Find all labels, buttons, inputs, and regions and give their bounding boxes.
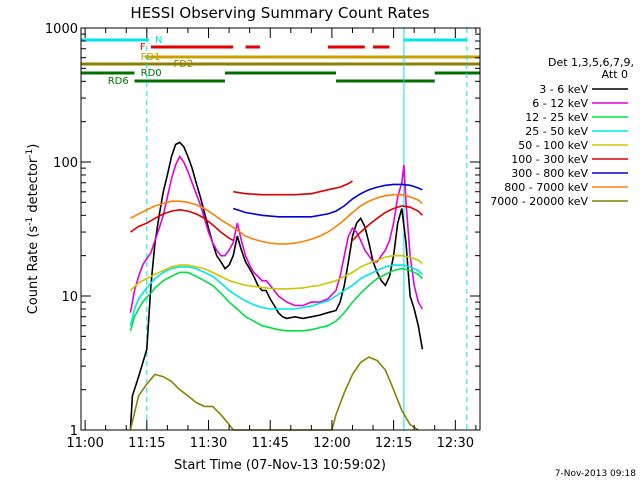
- flag-bar-label: FD1: [141, 52, 161, 63]
- series-line: [129, 254, 423, 292]
- series-line: [129, 154, 424, 313]
- flag-bar-label: N: [155, 35, 162, 46]
- x-tick-label: 11:45: [251, 436, 288, 451]
- vertical-markers: [146, 28, 468, 430]
- y-tick-label: 1000: [45, 22, 78, 37]
- legend-label: 25 - 50 keV: [525, 125, 588, 138]
- series-line: [129, 264, 423, 326]
- x-tick-label: 12:00: [313, 436, 350, 451]
- y-tick-label: 1: [70, 424, 78, 439]
- x-tick-label: 11:00: [66, 436, 103, 451]
- y-axis-label-part1: Count Rate (s: [26, 226, 41, 315]
- plot-frame: [80, 27, 481, 431]
- series-line: [351, 205, 423, 241]
- legend-label: 50 - 100 keV: [518, 139, 588, 152]
- series-line: [233, 180, 353, 196]
- series-lines: [129, 141, 424, 431]
- series-line: [129, 267, 423, 332]
- legend-header-2: Att 0: [602, 68, 628, 81]
- x-axis-ticks: 11:00 11:15 11:30 11:45 12:00 12:15 12:30: [66, 28, 477, 451]
- y-axis-label: Count Rate (s-1 detector-1): [25, 144, 41, 315]
- x-tick-label: 11:30: [190, 436, 227, 451]
- legend-label: 7000 - 20000 keV: [490, 195, 588, 208]
- series-line: [129, 141, 424, 431]
- flag-bar-label: RD6: [108, 76, 129, 87]
- x-tick-label: 11:15: [128, 436, 165, 451]
- footer-timestamp: 7-Nov-2013 09:18: [555, 469, 637, 479]
- legend-label: 100 - 300 keV: [511, 153, 588, 166]
- legend-label: 800 - 7000 keV: [504, 181, 588, 194]
- legend-label: 3 - 6 keV: [539, 83, 588, 96]
- y-axis-ticks: 1 10 100 1000: [45, 22, 480, 439]
- y-axis-label-sup2: -1: [25, 149, 35, 158]
- flag-bar-label: RD0: [141, 68, 162, 79]
- x-tick-label: 12:30: [437, 436, 474, 451]
- flag-bar-label: FD2: [174, 59, 194, 70]
- flag-bar-label: F: [140, 42, 146, 53]
- y-axis-label-sup1: -1: [25, 217, 35, 226]
- series-line: [129, 356, 419, 431]
- legend-label: 6 - 12 keV: [532, 97, 588, 110]
- y-axis-label-part2: detector: [26, 157, 41, 217]
- chart-title: HESSI Observing Summary Count Rates: [130, 4, 429, 22]
- x-tick-label: 12:15: [375, 436, 412, 451]
- x-axis-label: Start Time (07-Nov-13 10:59:02): [174, 458, 386, 473]
- y-tick-label: 100: [53, 156, 78, 171]
- legend-header-1: Det 1,3,5,6,7,9,: [548, 56, 634, 69]
- legend-label: 12 - 25 keV: [525, 111, 588, 124]
- series-line: [129, 208, 234, 242]
- series-line: [130, 193, 423, 245]
- y-axis-label-part3: ): [26, 144, 41, 149]
- series-line: [232, 183, 423, 218]
- legend-label: 300 - 800 keV: [511, 167, 588, 180]
- y-tick-label: 10: [61, 290, 78, 305]
